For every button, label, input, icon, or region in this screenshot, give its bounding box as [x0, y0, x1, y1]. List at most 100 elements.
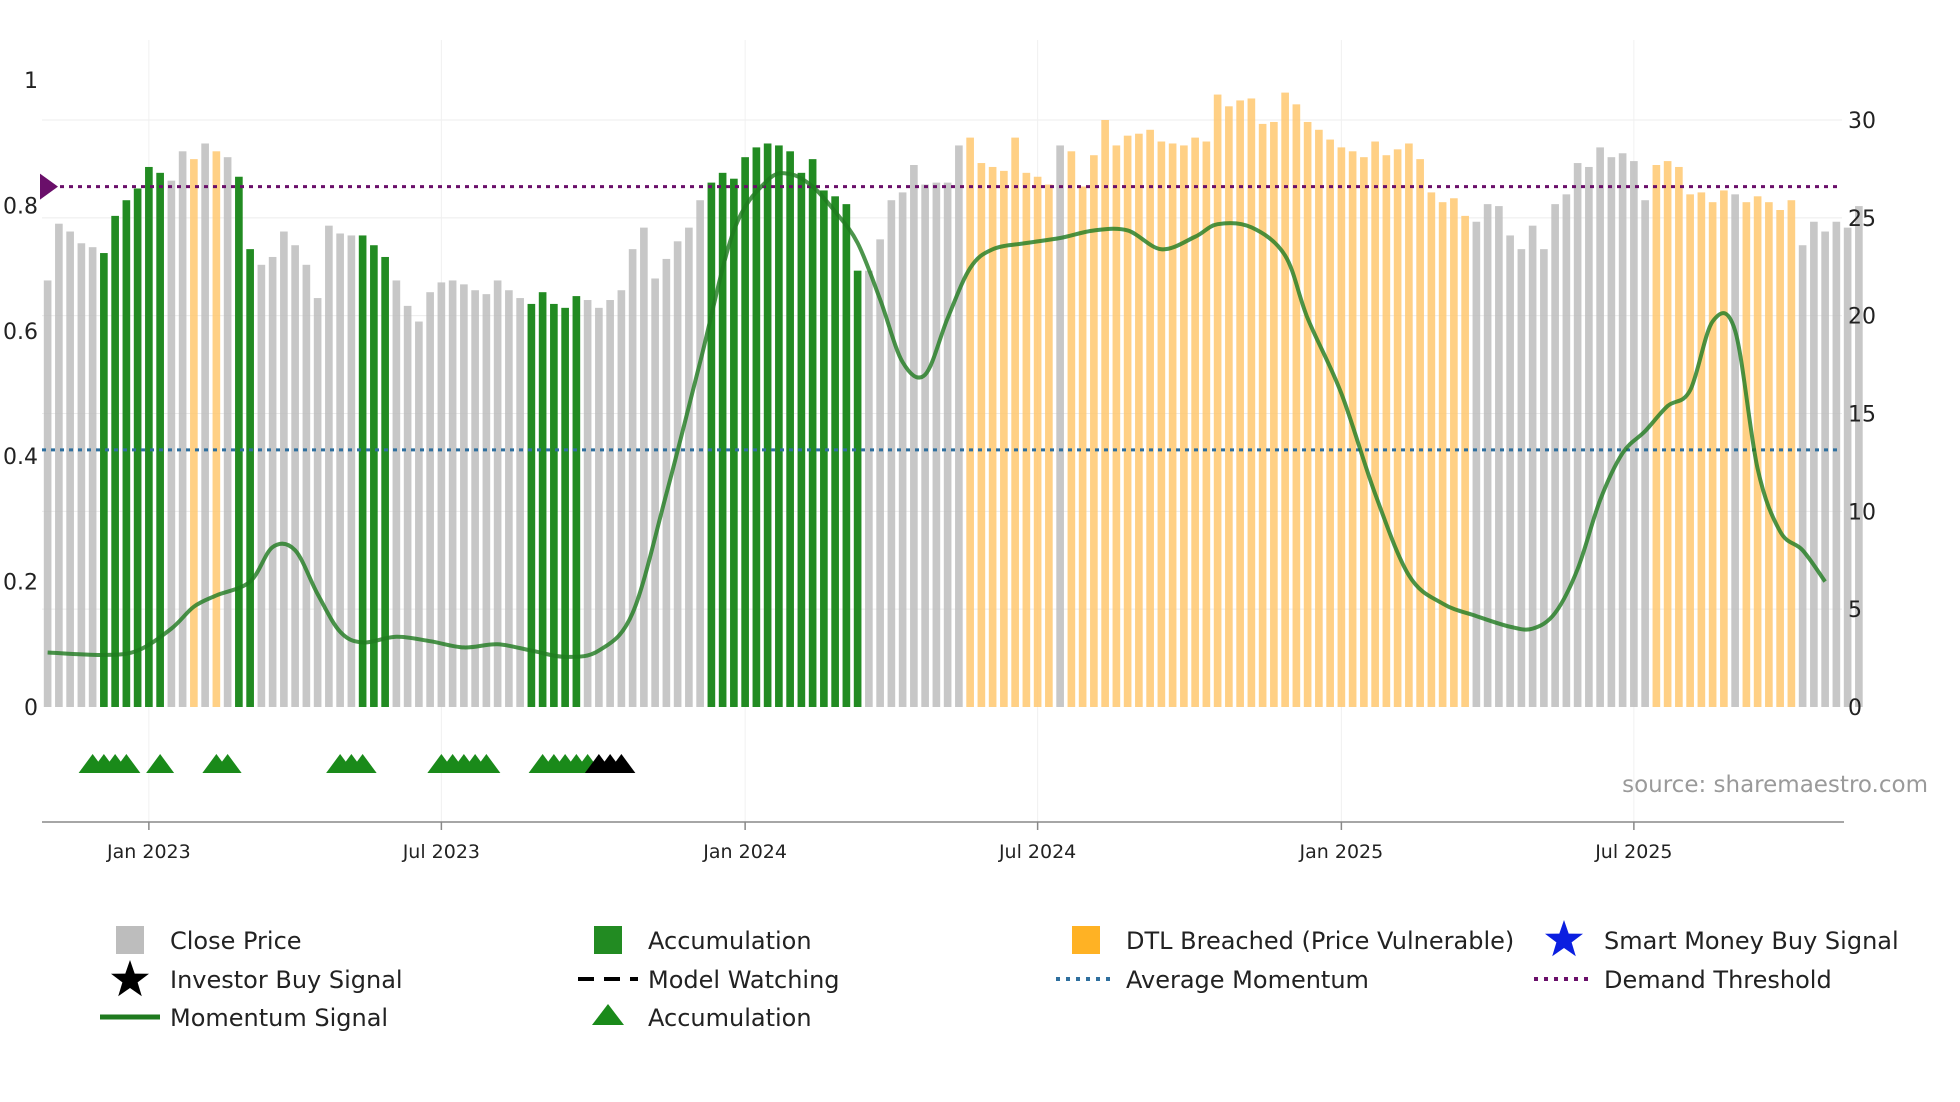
close-price-bar: [302, 264, 311, 707]
close-price-bar: [595, 307, 603, 707]
close-price-bar: [898, 192, 907, 707]
accumulation-bar: [763, 143, 772, 708]
dtl-breached-bar: [1101, 120, 1109, 707]
accumulation-bar: [381, 256, 389, 707]
dtl-breached-bar: [1180, 145, 1188, 708]
accumulation-bar: [561, 307, 569, 707]
dtl-breached-bar: [1787, 200, 1796, 707]
legend-investor-buy-label: Investor Buy Signal: [170, 966, 403, 994]
close-price-bar: [313, 298, 322, 707]
close-price-bar: [1618, 153, 1627, 708]
dtl-breached-bar: [1776, 210, 1784, 708]
x-axis-tick-label: Jul 2025: [1594, 841, 1672, 863]
close-price-bar: [426, 292, 434, 707]
close-price-bar: [448, 280, 457, 707]
close-price-bar: [88, 247, 97, 707]
dtl-breached-bar: [1652, 165, 1661, 708]
signal-markers: [78, 754, 636, 773]
close-price-bar: [662, 258, 671, 707]
legend-accumulation-label: Accumulation: [648, 927, 812, 955]
dtl-breached-bar: [1236, 100, 1244, 707]
accumulation-bar: [730, 178, 738, 707]
close-price-bar: [516, 298, 524, 707]
close-price-bar: [1855, 206, 1863, 708]
x-axis-tick-label: Jan 2024: [702, 841, 787, 863]
legend-smart-money-label: Smart Money Buy Signal: [1604, 927, 1899, 955]
source-label: source: sharemaestro.com: [1622, 772, 1928, 798]
legend-accumulation-triangle-icon: [592, 1004, 624, 1025]
dtl-breached-bar: [1146, 129, 1154, 708]
dtl-breached-bar: [1033, 176, 1042, 707]
close-price-bar: [392, 280, 401, 707]
close-price-bar: [1573, 163, 1582, 708]
dtl-breached-bar: [1720, 190, 1728, 707]
dtl-breached-bar: [1270, 121, 1278, 707]
legend-accumulation-marker-label: Accumulation: [648, 1004, 812, 1032]
dtl-breached-bar: [1112, 145, 1121, 708]
left-axis-tick-label: 0.6: [3, 320, 38, 345]
left-axis-tick-label: 1: [24, 69, 38, 94]
accumulation-bar: [752, 147, 761, 708]
close-price-bar: [257, 264, 266, 707]
dtl-breached-bar: [1360, 157, 1368, 708]
close-price-bar: [685, 227, 693, 707]
close-price-bar: [167, 180, 176, 707]
close-price-bar: [1832, 221, 1841, 707]
accumulation-marker-icon: [213, 754, 242, 773]
dtl-breached-bar: [1326, 139, 1334, 708]
close-price-bar: [955, 145, 963, 708]
close-price-bar: [1843, 227, 1852, 707]
close-price-bar: [1551, 204, 1559, 708]
dtl-breached-bar: [1450, 198, 1458, 707]
accumulation-bar: [358, 235, 367, 707]
close-price-bar: [1821, 231, 1829, 707]
close-price-bar: [1630, 161, 1638, 708]
dtl-breached-bar: [977, 163, 986, 708]
close-price-bar: [347, 235, 356, 707]
dtl-breached-bar: [1461, 215, 1469, 708]
dtl-breached-bar: [1247, 98, 1256, 707]
close-price-bar: [887, 200, 896, 707]
accumulation-bar: [820, 190, 828, 707]
accumulation-marker-icon: [472, 754, 501, 773]
x-axis-tick-label: Jan 2025: [1299, 841, 1384, 863]
dtl-breached-bar: [966, 137, 974, 708]
reference-lines: [40, 173, 1842, 452]
accumulation-marker-icon: [112, 754, 141, 773]
dtl-breached-bar: [190, 159, 198, 708]
dtl-breached-bar: [1000, 170, 1008, 707]
right-axis-tick-label: 30: [1848, 109, 1876, 134]
left-axis-tick-label: 0.8: [3, 194, 38, 219]
accumulation-bar: [831, 196, 839, 707]
dtl-breached-bar: [1213, 94, 1222, 707]
dtl-breached-bar: [1663, 161, 1672, 708]
accumulation-bar: [527, 303, 536, 707]
dtl-breached-bar: [1708, 202, 1717, 707]
close-price-bar: [460, 284, 468, 707]
dtl-breached-bar: [1135, 133, 1143, 708]
accumulation-bar: [122, 200, 131, 707]
dtl-breached-bar: [1416, 159, 1424, 708]
accumulation-bar: [572, 296, 581, 707]
close-price-bar: [910, 165, 918, 708]
close-price-bar: [268, 256, 277, 707]
close-price-bar: [651, 278, 659, 707]
legend-dtl-breached-label: DTL Breached (Price Vulnerable): [1126, 927, 1514, 955]
dtl-breached-bar: [1753, 196, 1762, 707]
close-price-bar: [1495, 206, 1503, 708]
accumulation-bar: [842, 204, 851, 708]
dtl-breached-bar: [1157, 141, 1166, 708]
dtl-breached-bar: [1123, 135, 1132, 708]
accumulation-bar: [370, 245, 378, 707]
dtl-breached-bar: [1281, 92, 1289, 707]
close-price-bar: [943, 182, 952, 707]
dtl-breached-bar: [1393, 149, 1402, 708]
legend-investor-buy-star-icon: [111, 960, 149, 997]
accumulation-bar: [246, 249, 254, 707]
accumulation-bar: [808, 159, 817, 708]
accumulation-bar: [786, 151, 794, 708]
price-bars: [43, 92, 1863, 708]
close-price-bar: [482, 294, 491, 707]
legend-close-price-swatch: [116, 926, 144, 954]
